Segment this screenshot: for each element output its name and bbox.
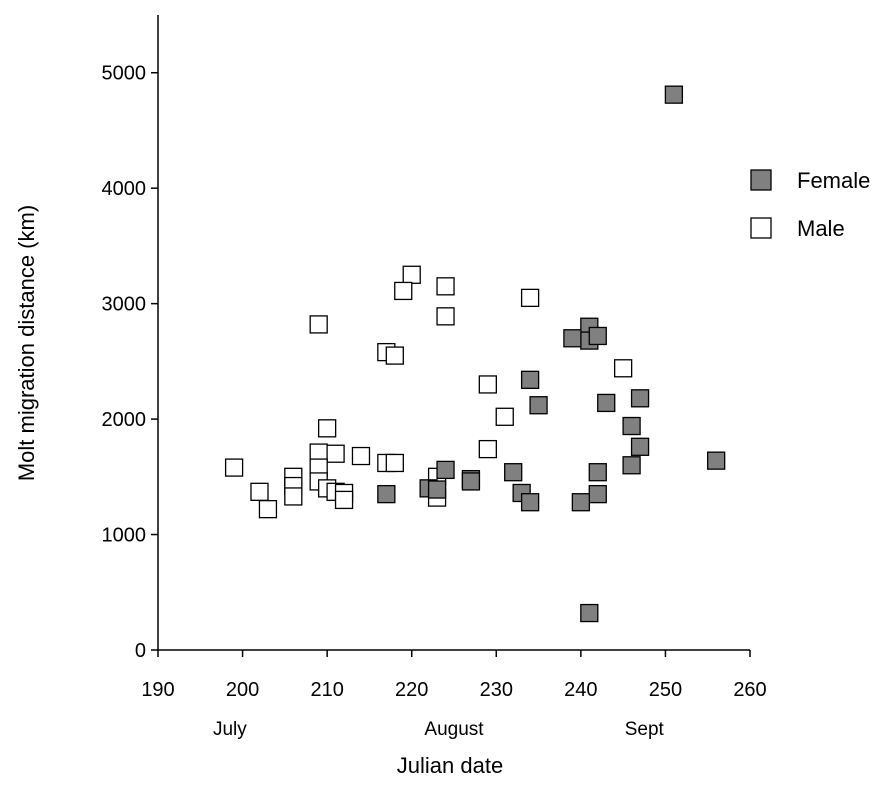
x-tick-label: 240 <box>564 679 597 701</box>
month-label: August <box>424 719 484 740</box>
point-female <box>377 484 396 504</box>
point-female <box>630 437 650 456</box>
point-male <box>317 419 337 438</box>
month-label: Sept <box>625 719 665 740</box>
point-female <box>588 484 607 504</box>
y-tick-label: 3000 <box>102 294 147 316</box>
x-tick-label: 190 <box>141 679 174 701</box>
month-labels: July August Sept <box>213 719 665 740</box>
point-female <box>571 493 591 512</box>
legend-marker-male <box>750 217 772 239</box>
point-female <box>580 603 599 623</box>
y-axis-title: Molt migration distance (km) <box>14 205 39 481</box>
point-female <box>504 463 523 482</box>
y-tick-label: 2000 <box>102 409 147 431</box>
point-male <box>436 277 455 296</box>
y-tick-label: 4000 <box>102 178 147 200</box>
point-male <box>284 487 303 506</box>
point-male <box>478 439 497 459</box>
x-axis-title: Julian date <box>397 753 503 778</box>
point-female <box>597 393 616 413</box>
point-male <box>351 446 371 466</box>
legend: Female Male <box>750 168 870 241</box>
point-female <box>622 416 641 436</box>
point-female <box>707 451 726 470</box>
point-female <box>588 463 607 482</box>
point-male <box>250 482 269 501</box>
plot-area: 0 1000 2000 3000 4000 5000 190 200 210 220 230 240… <box>102 15 767 740</box>
point-male <box>394 281 413 301</box>
y-tick-label: 5000 <box>102 63 147 85</box>
point-female <box>436 460 455 480</box>
point-male <box>520 288 540 308</box>
point-female <box>520 493 540 512</box>
point-female <box>529 396 548 415</box>
legend-label-male: Male <box>797 216 845 241</box>
month-label: July <box>213 719 247 740</box>
point-female <box>461 472 481 491</box>
point-male <box>224 458 244 477</box>
y-tick-label: 0 <box>135 640 146 662</box>
point-male <box>436 307 455 326</box>
x-tick-label: 230 <box>480 679 513 701</box>
point-male <box>385 453 404 473</box>
x-axis-ticks: 190 200 210 220 230 240 250 260 <box>141 650 767 701</box>
point-female <box>427 480 447 499</box>
y-axis-ticks: 0 1000 2000 3000 4000 5000 <box>102 63 158 662</box>
point-male <box>402 265 421 284</box>
legend-marker-female <box>750 169 772 191</box>
x-tick-label: 250 <box>649 679 682 701</box>
point-male <box>613 359 633 378</box>
point-male <box>385 346 404 365</box>
point-female <box>588 326 607 346</box>
point-male <box>258 499 278 519</box>
x-tick-label: 220 <box>395 679 428 701</box>
x-tick-label: 260 <box>733 679 766 701</box>
point-male <box>326 444 345 463</box>
point-male <box>495 407 514 426</box>
legend-label-female: Female <box>797 168 870 193</box>
point-male <box>478 375 497 394</box>
x-tick-label: 200 <box>226 679 259 701</box>
point-female <box>520 370 540 389</box>
point-male <box>334 490 354 510</box>
point-female <box>664 85 684 104</box>
point-female <box>563 329 582 348</box>
point-male <box>309 315 328 334</box>
data-points <box>224 85 726 623</box>
point-female <box>630 389 650 408</box>
x-tick-label: 210 <box>310 679 343 701</box>
point-female <box>622 456 641 475</box>
y-tick-label: 1000 <box>102 525 147 547</box>
